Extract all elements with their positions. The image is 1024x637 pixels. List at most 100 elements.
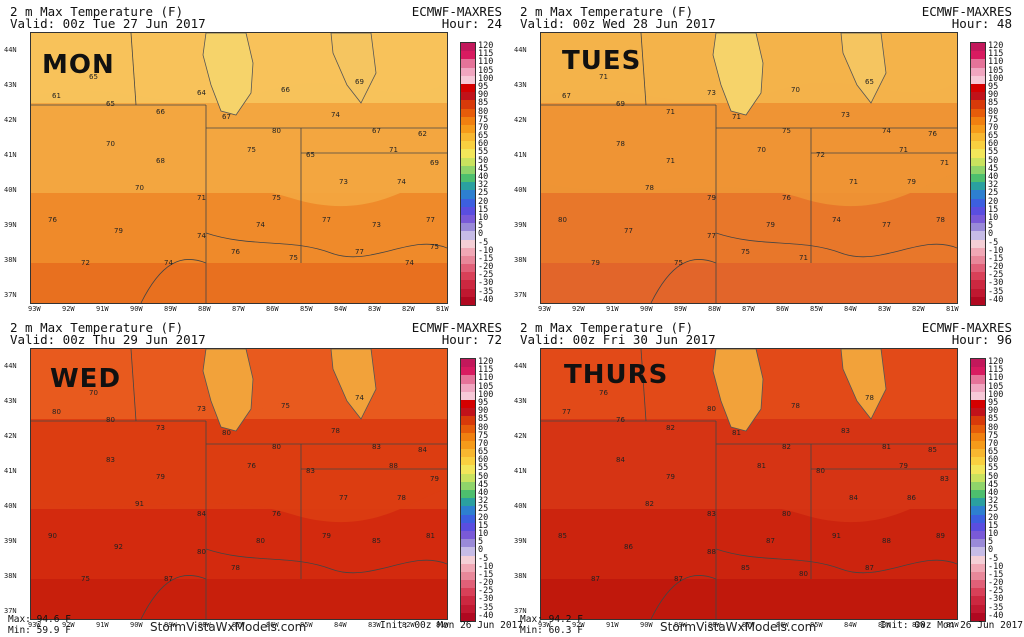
temperature-value: 82 bbox=[666, 424, 675, 432]
color-scale-label: 0 bbox=[478, 545, 484, 556]
temperature-value: 77 bbox=[882, 221, 891, 229]
temperature-value: 73 bbox=[707, 89, 716, 97]
temperature-value: 87 bbox=[164, 575, 173, 583]
panel-hour: Hour: 24 bbox=[441, 16, 502, 31]
map-panel-wed: 2 m Max Temperature (F) Valid: 00z Thu 2… bbox=[2, 318, 510, 634]
temperature-map: 65 64 66 69 61 65 66 67 80 74 67 62 70 68 75 65 71 69 70 71… bbox=[30, 32, 448, 304]
temperature-value: 80 bbox=[272, 127, 281, 135]
temperature-value: 78 bbox=[645, 184, 654, 192]
color-scale-label: 0 bbox=[478, 229, 484, 240]
color-scale-swatch bbox=[461, 116, 475, 125]
longitude-label: 86W bbox=[266, 621, 279, 629]
color-scale-swatch bbox=[461, 596, 475, 605]
color-scale-label: 95 bbox=[988, 81, 999, 92]
latitude-label: 43N bbox=[4, 397, 17, 405]
temperature-value: 82 bbox=[782, 443, 791, 451]
temperature-value: 65 bbox=[106, 100, 115, 108]
color-scale-swatch bbox=[461, 214, 475, 224]
brand-text: StormVistaWxModels.com bbox=[150, 620, 307, 634]
color-scale-swatch bbox=[971, 43, 985, 52]
temperature-value: 81 bbox=[732, 429, 741, 437]
color-scale-swatch bbox=[971, 149, 985, 158]
color-scale-label: -15 bbox=[478, 253, 494, 264]
state-border bbox=[205, 232, 447, 258]
color-scale-swatch bbox=[971, 190, 985, 199]
temperature-value: 77 bbox=[562, 408, 571, 416]
color-scale-swatch bbox=[461, 141, 475, 150]
lake-michigan bbox=[202, 33, 254, 116]
color-scale-swatch bbox=[461, 473, 475, 482]
temperature-value: 80 bbox=[816, 467, 825, 475]
color-scale-swatch bbox=[971, 100, 985, 109]
temperature-value: 73 bbox=[372, 221, 381, 229]
color-scale-label: 100 bbox=[478, 389, 494, 400]
temperature-value: 86 bbox=[907, 494, 916, 502]
color-scale bbox=[460, 42, 476, 306]
stats-max: Max: 94.6 F bbox=[8, 614, 71, 625]
temperature-value: 80 bbox=[799, 570, 808, 578]
longitude-label: 93W bbox=[538, 621, 551, 629]
panel-hour: Hour: 72 bbox=[441, 332, 502, 347]
color-scale-swatch bbox=[971, 481, 985, 490]
color-scale-swatch bbox=[971, 247, 985, 256]
temperature-value: 65 bbox=[306, 151, 315, 159]
color-scale bbox=[970, 42, 986, 306]
color-scale-swatch bbox=[971, 231, 985, 240]
color-scale-swatch bbox=[461, 133, 475, 142]
color-scale-swatch bbox=[461, 239, 475, 248]
state-border bbox=[715, 232, 957, 258]
color-scale-swatch bbox=[461, 51, 475, 60]
temperature-value: 75 bbox=[81, 575, 90, 583]
temperature-value: 80 bbox=[782, 510, 791, 518]
color-scale-swatch bbox=[971, 514, 985, 523]
temperature-value: 80 bbox=[256, 537, 265, 545]
color-scale-label: 32 bbox=[478, 180, 489, 191]
color-scale-label: 45 bbox=[988, 163, 999, 174]
color-scale-swatch bbox=[461, 530, 475, 540]
temperature-value: 84 bbox=[197, 510, 206, 518]
temperature-value: 89 bbox=[936, 532, 945, 540]
color-scale-label: -5 bbox=[478, 553, 489, 564]
color-scale-label: 5 bbox=[988, 537, 994, 548]
longitude-label: 90W bbox=[130, 621, 143, 629]
longitude-label: 86W bbox=[776, 621, 789, 629]
color-scale-label: -25 bbox=[988, 586, 1004, 597]
longitude-label: 93W bbox=[28, 621, 41, 629]
color-scale bbox=[460, 358, 476, 622]
color-scale-label: 5 bbox=[478, 221, 484, 232]
color-scale-label: 25 bbox=[478, 504, 489, 515]
longitude-label: 89W bbox=[674, 305, 687, 313]
latitude-label: 42N bbox=[4, 432, 17, 440]
color-scale-label: 60 bbox=[478, 455, 489, 466]
lake-michigan bbox=[202, 349, 254, 432]
color-scale-swatch bbox=[971, 399, 985, 409]
longitude-label: 85W bbox=[810, 305, 823, 313]
temperature-value: 65 bbox=[865, 78, 874, 86]
color-scale-swatch bbox=[461, 83, 475, 93]
color-scale-label: -30 bbox=[988, 278, 1004, 289]
color-scale-swatch bbox=[461, 571, 475, 581]
temperature-value: 70 bbox=[757, 146, 766, 154]
state-border bbox=[640, 33, 647, 106]
color-scale-swatch bbox=[971, 604, 985, 613]
temperature-value: 77 bbox=[322, 216, 331, 224]
temperature-value: 74 bbox=[397, 178, 406, 186]
color-scale-swatch bbox=[971, 214, 985, 224]
latitude-label: 39N bbox=[514, 537, 527, 545]
map-canvas: 71 73 70 65 67 69 71 71 75 73 74 76 78 71 70 72 71 71 78 79… bbox=[541, 33, 957, 303]
temperature-value: 69 bbox=[355, 78, 364, 86]
color-scale-label: 60 bbox=[478, 139, 489, 150]
temperature-value: 75 bbox=[430, 243, 439, 251]
temperature-value: 73 bbox=[197, 405, 206, 413]
state-border bbox=[130, 33, 137, 106]
color-scale-swatch bbox=[461, 206, 475, 215]
panel-valid-time: Valid: 00z Tue 27 Jun 2017 bbox=[10, 16, 206, 31]
color-scale-label: -40 bbox=[988, 294, 1004, 305]
latitude-label: 40N bbox=[4, 186, 17, 194]
temperature-value: 68 bbox=[156, 157, 165, 165]
color-scale-label: -30 bbox=[988, 594, 1004, 605]
color-scale-swatch bbox=[461, 288, 475, 297]
temperature-value: 83 bbox=[106, 456, 115, 464]
latitude-label: 39N bbox=[514, 221, 527, 229]
color-scale-label: 70 bbox=[478, 438, 489, 449]
